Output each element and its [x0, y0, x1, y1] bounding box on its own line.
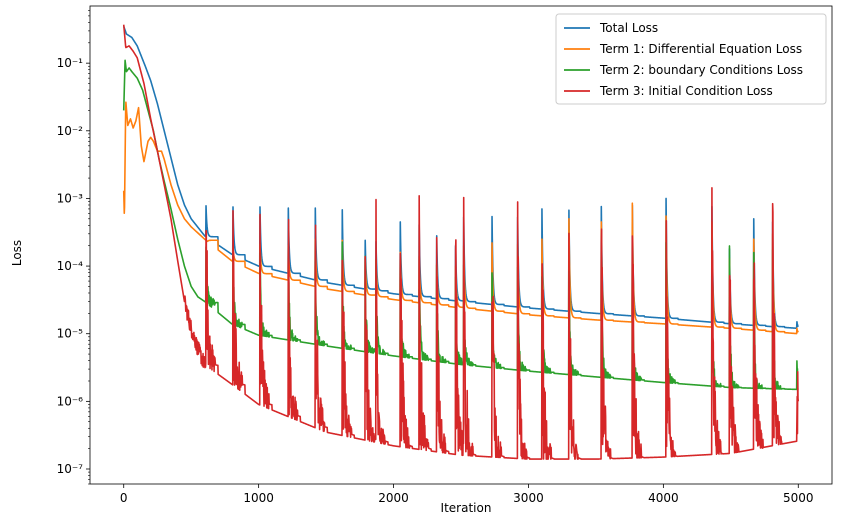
legend-entry-2: Term 2: boundary Conditions Loss	[599, 63, 803, 77]
x-tick-label: 0	[120, 491, 128, 505]
x-tick-label: 3000	[513, 491, 544, 505]
legend-entry-3: Term 3: Initial Condition Loss	[599, 84, 773, 98]
series-line-1	[122, 101, 799, 335]
y-tick-label: 10⁻⁶	[57, 394, 84, 408]
legend: Total Loss Term 1: Differential Equation …	[555, 13, 827, 105]
x-tick-label: 1000	[243, 491, 274, 505]
series-line-0	[122, 26, 799, 330]
y-tick-label: 10⁻¹	[57, 56, 84, 70]
y-tick-label: 10⁻²	[57, 124, 84, 138]
y-tick-label: 10⁻³	[57, 191, 84, 205]
axes: 0 1000 2000 3000 4000 5000 10⁻⁷ 10⁻⁶ 10⁻⁵ 10⁻⁴ 10⁻…	[57, 5, 833, 505]
y-axis-label: Loss	[10, 240, 24, 266]
series-line-3	[122, 24, 800, 460]
y-tick-label: 10⁻⁵	[57, 327, 84, 341]
x-tick-label: 4000	[648, 491, 679, 505]
plot-area	[122, 24, 800, 460]
x-tick-label: 5000	[783, 491, 814, 505]
legend-entry-1: Term 1: Differential Equation Loss	[599, 42, 802, 56]
x-axis-label: Iteration	[441, 501, 492, 515]
y-tick-label: 10⁻⁷	[57, 462, 84, 476]
legend-box	[555, 13, 827, 105]
axes-frame	[89, 5, 833, 485]
y-tick-label: 10⁻⁴	[57, 259, 84, 273]
x-tick-label: 2000	[378, 491, 409, 505]
legend-entry-0: Total Loss	[599, 21, 658, 35]
